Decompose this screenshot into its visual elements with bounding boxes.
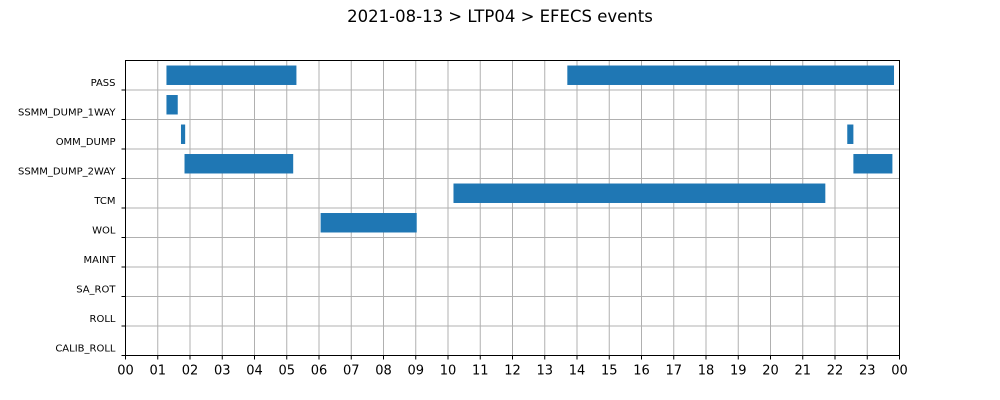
y-tick-label: TCM — [93, 196, 115, 207]
y-tick-label: CALIB_ROLL — [55, 344, 116, 355]
event-bar-tcm — [453, 183, 826, 203]
x-tick-label: 07 — [343, 364, 360, 379]
x-tick-label: 15 — [601, 364, 618, 379]
x-tick-label: 03 — [214, 364, 231, 379]
event-bar-pass — [166, 65, 297, 85]
x-tick-label: 00 — [117, 364, 134, 379]
chart-title: 2021-08-13 > LTP04 > EFECS events — [347, 7, 653, 26]
grid — [125, 60, 900, 356]
y-axis: PASS SSMM_DUMP_1WAY OMM_DUMP SSMM_DUMP_2WAY… — [18, 78, 126, 356]
x-tick-label: 08 — [375, 364, 392, 379]
y-tick-label: WOL — [92, 226, 116, 237]
event-bar-wol — [320, 213, 417, 233]
x-tick-label: 22 — [827, 364, 844, 379]
bars — [166, 65, 895, 233]
x-axis: 00 01 02 03 04 05 06 07 08 09 10 11 12 13 14 15 16 17 18 19… — [117, 355, 908, 379]
y-tick-label: ROLL — [90, 314, 116, 325]
event-bar-omm-dump — [180, 124, 186, 144]
x-tick-label: 11 — [472, 364, 489, 379]
x-tick-label: 02 — [182, 364, 199, 379]
y-tick-label: MAINT — [83, 255, 116, 266]
x-tick-label: 06 — [311, 364, 328, 379]
x-tick-label: 09 — [407, 364, 424, 379]
y-tick-label: PASS — [91, 78, 116, 89]
x-tick-label: 23 — [859, 364, 876, 379]
x-tick-label: 12 — [504, 364, 521, 379]
y-tick-label: SSMM_DUMP_2WAY — [18, 167, 116, 178]
event-bar-ssmm-dump-2way — [853, 154, 893, 174]
x-tick-label: 18 — [698, 364, 715, 379]
x-tick-label: 19 — [730, 364, 747, 379]
x-tick-label: 01 — [149, 364, 166, 379]
x-tick-label: 13 — [536, 364, 553, 379]
x-tick-label: 10 — [440, 364, 457, 379]
event-bar-ssmm-dump-2way — [184, 154, 294, 174]
y-tick-label: SSMM_DUMP_1WAY — [18, 108, 116, 119]
x-tick-label: 21 — [794, 364, 811, 379]
event-bar-pass — [567, 65, 895, 85]
y-tick-label: SA_ROT — [76, 285, 116, 296]
event-bar-ssmm-dump-1way — [166, 95, 178, 115]
plot-frame — [125, 60, 900, 356]
x-tick-label: 17 — [665, 364, 682, 379]
x-tick-label: 14 — [569, 364, 586, 379]
event-bar-omm-dump — [847, 124, 854, 144]
x-tick-label: 20 — [762, 364, 779, 379]
x-tick-label: 05 — [278, 364, 295, 379]
x-tick-label: 16 — [633, 364, 650, 379]
x-tick-label: 04 — [246, 364, 263, 379]
x-tick-label: 00 — [891, 364, 908, 379]
y-tick-label: OMM_DUMP — [56, 137, 116, 148]
